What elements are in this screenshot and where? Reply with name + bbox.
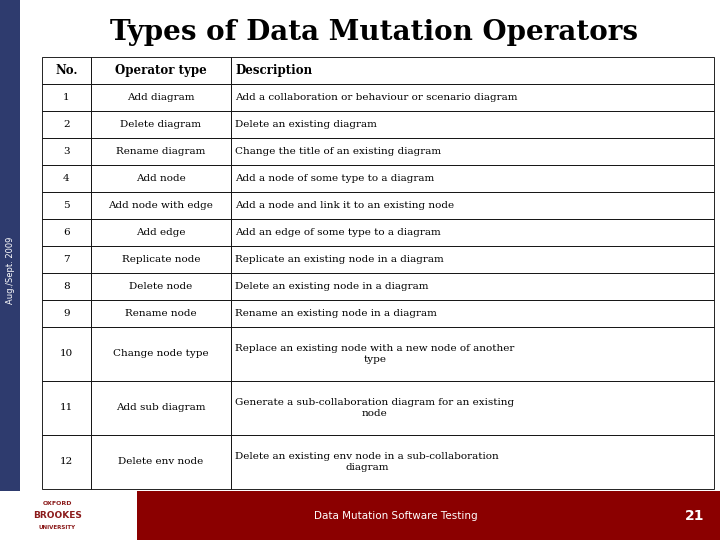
Bar [231, 300, 714, 327]
Bar [42, 192, 91, 219]
Text: Delete an existing env node in a sub-collaboration
diagram: Delete an existing env node in a sub-col… [235, 452, 499, 471]
Text: 2: 2 [63, 120, 70, 129]
Bar [231, 138, 714, 165]
Text: Description: Description [235, 64, 312, 77]
Text: 21: 21 [685, 509, 705, 523]
Bar [91, 111, 231, 138]
Bar [91, 219, 231, 246]
Text: 11: 11 [60, 403, 73, 412]
Bar [42, 273, 91, 300]
Text: Add a collaboration or behaviour or scenario diagram: Add a collaboration or behaviour or scen… [235, 93, 518, 102]
Bar [0, 491, 720, 540]
Bar [231, 165, 714, 192]
Bar [42, 381, 91, 435]
Text: 4: 4 [63, 174, 70, 183]
Bar [42, 327, 91, 381]
Text: 1: 1 [63, 93, 70, 102]
Text: Rename node: Rename node [125, 309, 197, 318]
Bar [231, 111, 714, 138]
Text: 7: 7 [63, 255, 70, 264]
Text: UNIVERSITY: UNIVERSITY [39, 525, 76, 530]
Bar [42, 138, 91, 165]
Text: Add sub diagram: Add sub diagram [116, 403, 206, 412]
Text: Delete node: Delete node [130, 282, 192, 291]
Text: 6: 6 [63, 228, 70, 237]
Text: Delete an existing diagram: Delete an existing diagram [235, 120, 377, 129]
Text: Aug./Sept. 2009: Aug./Sept. 2009 [6, 237, 14, 303]
Text: 8: 8 [63, 282, 70, 291]
Bar [42, 165, 91, 192]
Text: Delete diagram: Delete diagram [120, 120, 202, 129]
Text: Replicate node: Replicate node [122, 255, 200, 264]
Text: Change node type: Change node type [113, 349, 209, 358]
Text: Change the title of an existing diagram: Change the title of an existing diagram [235, 147, 441, 156]
Bar [91, 192, 231, 219]
Bar [91, 57, 231, 84]
Bar [91, 381, 231, 435]
Text: Delete env node: Delete env node [118, 457, 204, 466]
Text: Generate a sub-collaboration diagram for an existing
node: Generate a sub-collaboration diagram for… [235, 398, 515, 417]
Bar [91, 246, 231, 273]
Text: 10: 10 [60, 349, 73, 358]
Text: 5: 5 [63, 201, 70, 210]
Text: Add an edge of some type to a diagram: Add an edge of some type to a diagram [235, 228, 441, 237]
Text: 3: 3 [63, 147, 70, 156]
Bar [231, 327, 714, 381]
Bar [231, 219, 714, 246]
Text: Add a node of some type to a diagram: Add a node of some type to a diagram [235, 174, 435, 183]
Bar [0, 0, 20, 491]
Bar [91, 300, 231, 327]
Bar [231, 273, 714, 300]
Bar [91, 327, 231, 381]
Bar [91, 138, 231, 165]
Text: BROOKES: BROOKES [33, 511, 82, 520]
Text: Delete an existing node in a diagram: Delete an existing node in a diagram [235, 282, 429, 291]
Text: Add node: Add node [136, 174, 186, 183]
Text: Operator type: Operator type [115, 64, 207, 77]
Bar [42, 300, 91, 327]
Bar [91, 84, 231, 111]
Bar [91, 435, 231, 489]
Text: 9: 9 [63, 309, 70, 318]
Text: Add diagram: Add diagram [127, 93, 194, 102]
Bar [42, 57, 91, 84]
Text: Add a node and link it to an existing node: Add a node and link it to an existing no… [235, 201, 454, 210]
Bar [231, 57, 714, 84]
Bar [91, 273, 231, 300]
Bar [231, 84, 714, 111]
Text: Rename an existing node in a diagram: Rename an existing node in a diagram [235, 309, 437, 318]
Bar [42, 219, 91, 246]
Text: Replace an existing node with a new node of another
type: Replace an existing node with a new node… [235, 344, 515, 363]
Bar [231, 192, 714, 219]
Bar [0, 491, 137, 540]
Bar [91, 165, 231, 192]
Text: OXFORD: OXFORD [42, 501, 72, 506]
Text: Types of Data Mutation Operators: Types of Data Mutation Operators [110, 19, 639, 46]
Text: Add node with edge: Add node with edge [109, 201, 213, 210]
Bar [42, 84, 91, 111]
Bar [42, 435, 91, 489]
Bar [231, 246, 714, 273]
Text: Add edge: Add edge [136, 228, 186, 237]
Bar [42, 111, 91, 138]
Text: 12: 12 [60, 457, 73, 466]
Text: Rename diagram: Rename diagram [116, 147, 206, 156]
Text: Data Mutation Software Testing: Data Mutation Software Testing [314, 511, 478, 521]
Bar [42, 246, 91, 273]
Text: No.: No. [55, 64, 78, 77]
Bar [231, 381, 714, 435]
Bar [231, 435, 714, 489]
Text: Replicate an existing node in a diagram: Replicate an existing node in a diagram [235, 255, 444, 264]
